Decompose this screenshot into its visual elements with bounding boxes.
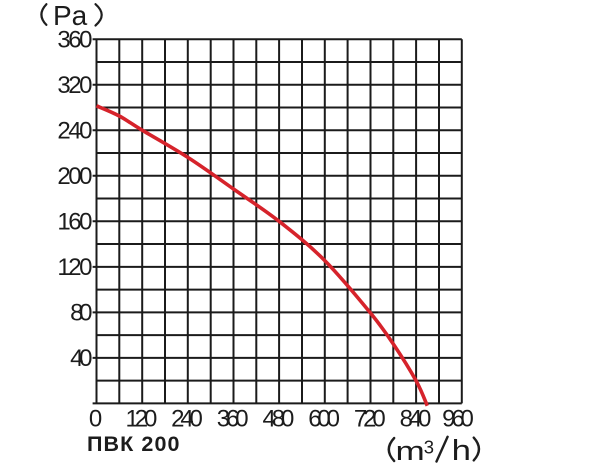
- svg-text:240: 240: [57, 118, 92, 145]
- svg-text:h: h: [452, 434, 471, 467]
- svg-text:0: 0: [89, 406, 102, 433]
- svg-text:120: 120: [57, 254, 92, 281]
- svg-text:Pa: Pa: [53, 0, 88, 31]
- svg-text:960: 960: [442, 406, 474, 433]
- svg-text:200: 200: [57, 163, 92, 190]
- svg-text:360: 360: [217, 406, 249, 433]
- svg-text:ПВК 200: ПВК 200: [87, 432, 180, 456]
- svg-text:840: 840: [400, 406, 432, 433]
- svg-text:320: 320: [57, 72, 92, 99]
- svg-text:240: 240: [171, 406, 203, 433]
- svg-text:600: 600: [308, 406, 340, 433]
- svg-text:360: 360: [57, 27, 92, 54]
- svg-text:160: 160: [57, 209, 92, 236]
- svg-text:80: 80: [70, 300, 92, 327]
- svg-text:40: 40: [70, 345, 92, 372]
- svg-text:480: 480: [263, 406, 295, 433]
- svg-text:3: 3: [424, 437, 434, 458]
- svg-text:720: 720: [354, 406, 386, 433]
- svg-text:m: m: [396, 436, 425, 466]
- svg-text:120: 120: [126, 406, 158, 433]
